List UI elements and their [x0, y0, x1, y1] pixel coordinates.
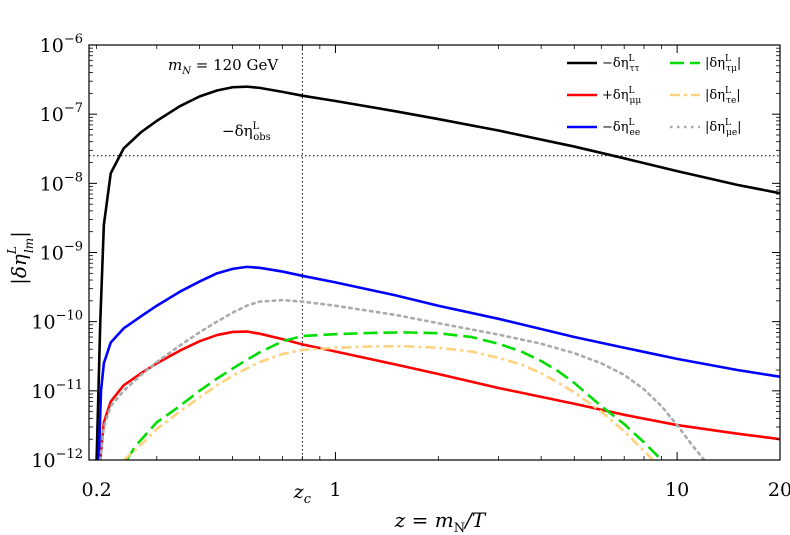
legend-label: −δηL ee: [602, 118, 640, 138]
x-tick-label: 10: [665, 479, 689, 501]
legend-label: −δηL ττ: [602, 54, 639, 74]
y-axis-title: |δηL lm|: [5, 231, 36, 285]
series-line-2: [97, 265, 780, 460]
series-line-4: [122, 345, 654, 460]
legend-label: +δηL μμ: [602, 86, 641, 106]
series-line-3: [125, 331, 663, 460]
y-tick-label: 10−10: [31, 309, 83, 334]
series-layer: [95, 85, 780, 460]
legend-label: |δηL τe|: [705, 86, 741, 106]
legend-entry-2: −δηL ee: [567, 118, 640, 138]
series-line-1: [98, 330, 780, 460]
y-tick-label: 10−9: [40, 240, 83, 265]
x-tick-label: 1: [329, 479, 341, 501]
tick-labels: 10−12 10−11 10−10 10−9 10−8 10−7 10−6 0.2 zc 1 10 2…: [31, 32, 790, 507]
x-tick-label: zc: [293, 481, 312, 507]
legend-label: |δηL μe|: [705, 118, 742, 138]
x-tick-label: 0.2: [82, 479, 112, 501]
series-line-0: [95, 85, 780, 460]
legend: −δηL ττ +δηL μμ −δηL ee |δηL τμ| |δηL τe| |δηL μe|: [567, 54, 742, 138]
legend-entry-5: |δηL μe|: [670, 118, 742, 138]
y-tick-label: 10−11: [31, 378, 83, 403]
legend-entry-0: −δηL ττ: [567, 54, 639, 74]
legend-entry-3: |δηL τμ|: [670, 54, 741, 74]
legend-entry-1: +δηL μμ: [567, 86, 641, 106]
legend-entry-4: |δηL τe|: [670, 86, 741, 106]
series-line-5: [98, 298, 706, 460]
reference-lines: [89, 45, 780, 460]
y-tick-label: 10−12: [31, 447, 83, 472]
y-tick-label: 10−7: [40, 101, 83, 126]
observed-line-label: −δηL obs: [222, 121, 271, 143]
ticks: [89, 45, 781, 460]
x-axis-title: z = mN/T: [394, 508, 487, 535]
mass-annotation: mN = 120 GeV: [168, 56, 279, 77]
y-tick-label: 10−8: [40, 170, 83, 195]
y-tick-label: 10−6: [40, 32, 83, 57]
legend-label: |δηL τμ|: [705, 54, 741, 74]
x-tick-label: 20: [768, 479, 790, 501]
